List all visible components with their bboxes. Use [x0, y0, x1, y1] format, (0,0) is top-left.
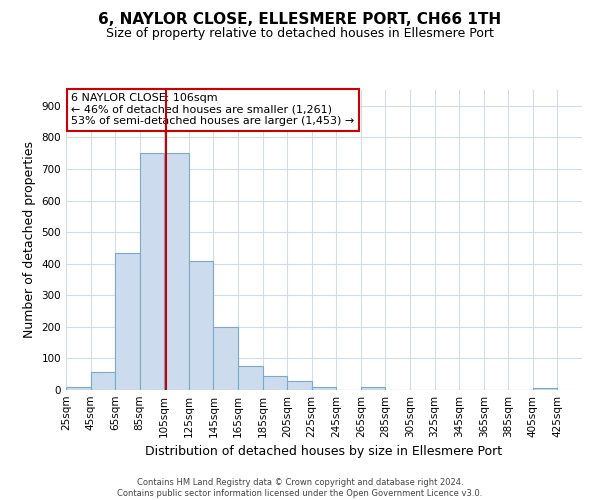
Bar [361, 388, 385, 390]
Text: 6, NAYLOR CLOSE, ELLESMERE PORT, CH66 1TH: 6, NAYLOR CLOSE, ELLESMERE PORT, CH66 1T… [98, 12, 502, 28]
Bar [238, 366, 263, 390]
Bar [263, 376, 287, 390]
Bar [287, 380, 312, 390]
Bar [66, 387, 91, 390]
Bar [533, 388, 557, 390]
Bar [312, 388, 336, 390]
Bar [189, 260, 214, 390]
Y-axis label: Number of detached properties: Number of detached properties [23, 142, 36, 338]
Text: Size of property relative to detached houses in Ellesmere Port: Size of property relative to detached ho… [106, 28, 494, 40]
Text: Contains HM Land Registry data © Crown copyright and database right 2024.
Contai: Contains HM Land Registry data © Crown c… [118, 478, 482, 498]
Bar [140, 153, 164, 390]
Bar [115, 252, 140, 390]
Bar [91, 372, 115, 390]
Bar [164, 153, 189, 390]
Text: 6 NAYLOR CLOSE: 106sqm
← 46% of detached houses are smaller (1,261)
53% of semi-: 6 NAYLOR CLOSE: 106sqm ← 46% of detached… [71, 93, 355, 126]
X-axis label: Distribution of detached houses by size in Ellesmere Port: Distribution of detached houses by size … [145, 446, 503, 458]
Bar [214, 328, 238, 390]
